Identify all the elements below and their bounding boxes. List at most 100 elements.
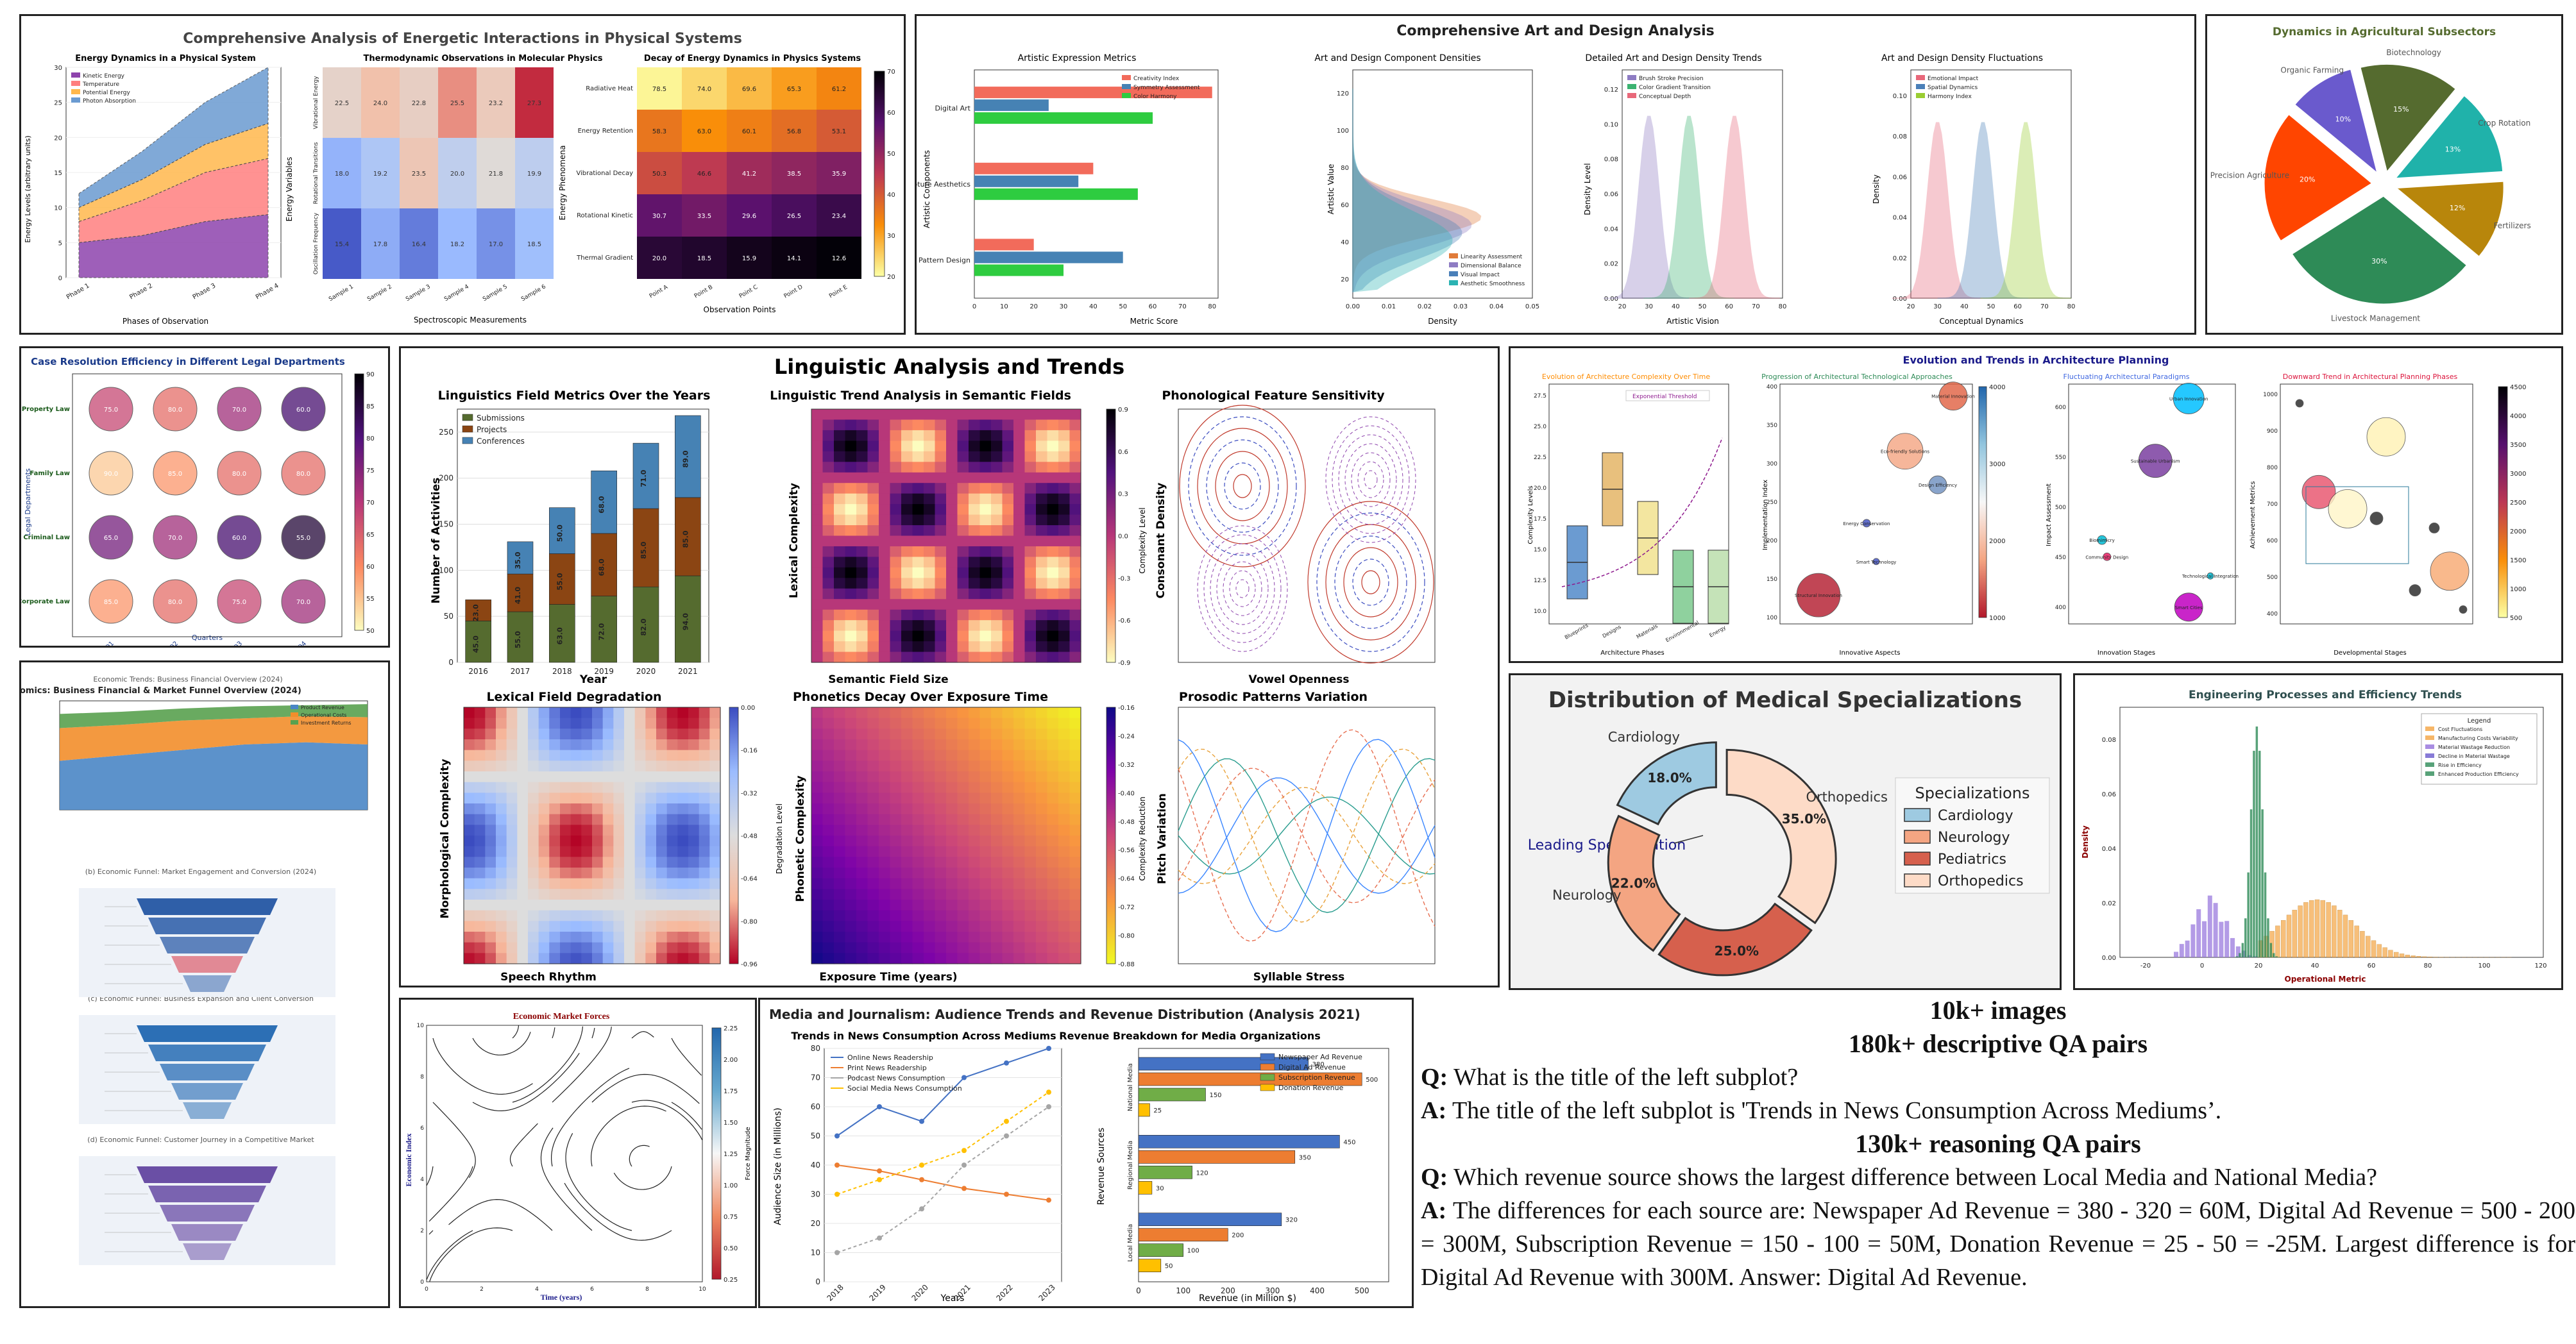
- field-cell: [912, 588, 924, 600]
- heatmap-cell: [323, 208, 361, 279]
- economic-forces-chart: Economic Market Forces Time (years) Econ…: [404, 1012, 752, 1302]
- field-cell: [1024, 889, 1037, 900]
- field-cell: [935, 557, 947, 568]
- field-cell: [1024, 472, 1037, 483]
- field-cell: [901, 483, 913, 494]
- field-cell: [856, 825, 869, 836]
- field-cell: [709, 825, 721, 836]
- tick-label: 100: [1176, 1286, 1191, 1295]
- field-cell: [867, 557, 879, 568]
- field-cell: [645, 825, 657, 836]
- a-label: A:: [1421, 1197, 1447, 1224]
- bar: [974, 162, 1094, 174]
- chart-title: Dynamics in Agricultural Subsectors: [2273, 26, 2496, 38]
- field-cell: [822, 525, 835, 537]
- field-cell: [485, 814, 496, 825]
- field-cell: [822, 557, 835, 568]
- field-cell: [811, 641, 824, 653]
- field-cell: [474, 718, 486, 729]
- field-cell: [867, 451, 879, 462]
- contour-line: [1357, 461, 1384, 498]
- cell-label: 75.0: [232, 599, 246, 606]
- panel-media: Media and Journalism: Audience Trends an…: [758, 998, 1414, 1308]
- field-cell: [1013, 409, 1026, 421]
- colorbar: [2498, 386, 2508, 618]
- bubble: [1928, 475, 1947, 494]
- field-cell: [867, 707, 879, 719]
- legend-label: Manufacturing Costs Variability: [2438, 735, 2518, 741]
- field-cell: [1036, 430, 1048, 441]
- data-point: [835, 1133, 840, 1139]
- field-cell: [957, 483, 969, 494]
- field-cell: [1069, 814, 1081, 825]
- field-cell: [560, 932, 572, 943]
- x-axis-label: Metric Score: [1130, 317, 1178, 326]
- field-cell: [645, 868, 657, 879]
- funnel-chart: Economic Trends: Business Financial Over…: [21, 675, 368, 1265]
- field-cell: [879, 620, 891, 632]
- tick-label: 600: [2267, 538, 2278, 544]
- field-cell: [1047, 451, 1059, 462]
- tick-label: Energy: [1708, 625, 1727, 639]
- field-cell: [538, 857, 550, 868]
- data-point: [1004, 1191, 1009, 1197]
- field-cell: [845, 641, 857, 653]
- field-cell: [1047, 782, 1059, 793]
- field-cell: [1036, 760, 1048, 772]
- field-cell: [528, 771, 539, 783]
- field-cell: [912, 451, 924, 462]
- field-cell: [496, 878, 507, 889]
- field-cell: [592, 878, 604, 889]
- field-cell: [834, 472, 846, 483]
- field-cell: [969, 472, 981, 483]
- field-cell: [1069, 462, 1081, 473]
- colorbar-label: Complexity Reduction: [1138, 796, 1147, 881]
- field-cell: [979, 900, 992, 911]
- field-cell: [1002, 493, 1014, 505]
- field-cell: [688, 760, 700, 772]
- field-cell: [613, 910, 625, 921]
- field-cell: [1002, 430, 1014, 441]
- legend-label: Creativity Index: [1133, 76, 1180, 82]
- field-cell: [560, 942, 572, 953]
- medical-chart: Distribution of Medical Specializations …: [1528, 687, 2050, 977]
- field-cell: [485, 932, 496, 943]
- y-axis-label: Morphological Complexity: [439, 759, 452, 918]
- field-cell: [991, 535, 1003, 547]
- field-cell: [946, 718, 958, 729]
- area-series: [78, 122, 269, 223]
- tick-label: Materials: [1636, 623, 1659, 640]
- field-cell: [845, 932, 857, 943]
- legend-swatch: [291, 720, 298, 725]
- field-cell: [946, 557, 958, 568]
- field-cell: [822, 535, 835, 547]
- field-cell: [822, 504, 835, 516]
- slice-label: Crop Rotation: [2478, 119, 2530, 128]
- funnel-title: (d) Economic Funnel: Customer Journey in…: [87, 1136, 314, 1144]
- chart-title: Comprehensive Art and Design Analysis: [1396, 23, 1715, 39]
- field-cell: [879, 588, 891, 600]
- field-cell: [709, 857, 721, 868]
- field-cell: [485, 718, 496, 729]
- tick-label: 40: [2311, 962, 2319, 970]
- field-cell: [912, 546, 924, 558]
- field-cell: [935, 535, 947, 547]
- field-cell: [602, 900, 614, 911]
- field-cell: [957, 525, 969, 537]
- field-cell: [979, 641, 992, 653]
- field-cell: [613, 707, 625, 719]
- x-axis-label: Observation Points: [704, 305, 776, 314]
- field-cell: [1024, 504, 1037, 516]
- legend-label: Subscription Revenue: [1278, 1073, 1355, 1082]
- field-cell: [834, 419, 846, 431]
- field-cell: [924, 451, 936, 462]
- field-cell: [592, 771, 604, 783]
- colorbar-tick: -0.64: [1118, 876, 1135, 883]
- field-cell: [957, 514, 969, 526]
- field-cell: [1069, 535, 1081, 547]
- field-cell: [969, 609, 981, 621]
- field-cell: [890, 546, 902, 558]
- bubble-label: Smart Cities: [2175, 605, 2203, 610]
- field-cell: [1013, 921, 1026, 932]
- contour-line: [1235, 579, 1250, 598]
